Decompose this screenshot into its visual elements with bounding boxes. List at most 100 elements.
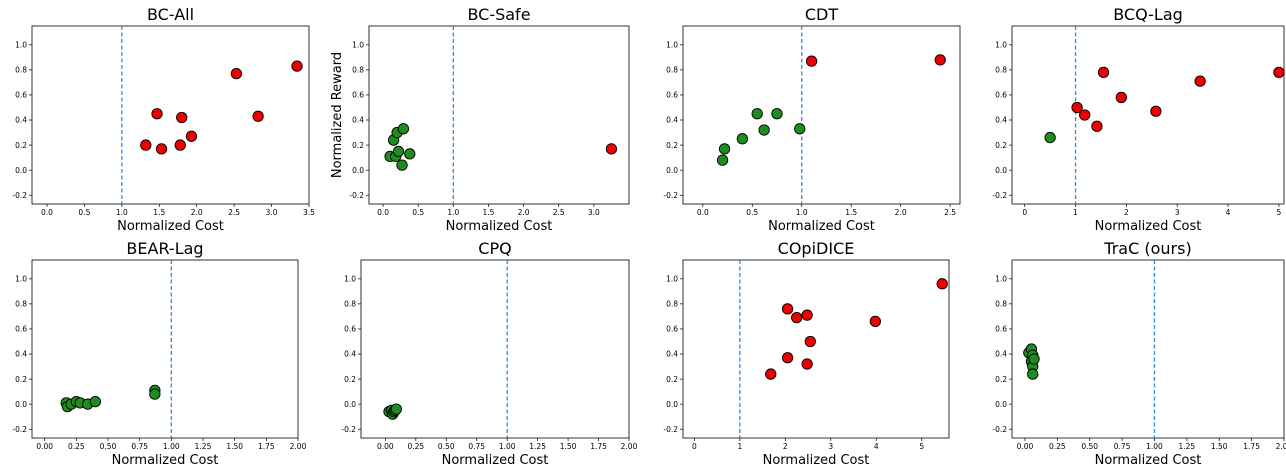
- y-tick-label: 0.0: [344, 400, 356, 409]
- y-tick-label: 0.2: [995, 375, 1007, 384]
- unsafe-point: [1115, 91, 1127, 104]
- x-tick-label: 3: [1175, 208, 1180, 217]
- x-tick-label: 1.5: [845, 208, 857, 217]
- y-tick-label: 0.4: [15, 116, 27, 125]
- unsafe-point: [804, 335, 816, 348]
- x-tick-label: 0.50: [438, 442, 455, 451]
- y-tick-label: -0.2: [992, 191, 1007, 200]
- x-tick-label: 0.25: [1049, 442, 1066, 451]
- panel-title: TraC (ours): [1103, 239, 1191, 258]
- panel-bear-lag: 0.00 0.25 0.50 0.75 1.00 1.25 1.50 1.75 2.00 -0.2…: [12, 239, 306, 464]
- unsafe-point: [605, 143, 618, 155]
- y-tick-label: 1.0: [344, 275, 356, 284]
- y-tick-label: 1.0: [352, 41, 364, 50]
- panel-title: CPQ: [478, 239, 511, 258]
- unsafe-point: [801, 309, 813, 321]
- unsafe-point: [781, 303, 794, 315]
- x-tick-label: 1.75: [258, 442, 275, 451]
- x-tick-label: 1.25: [1179, 442, 1196, 451]
- unsafe-point: [1150, 105, 1162, 117]
- panel-title: BC-Safe: [467, 5, 530, 24]
- y-tick-label: 0.0: [666, 400, 678, 409]
- x-tick-label: 0: [1022, 208, 1027, 217]
- safe-point: [1044, 131, 1056, 144]
- x-tick-label: 1.5: [153, 208, 165, 217]
- x-axis-label: Normalized Cost: [763, 453, 870, 464]
- x-tick-label: 2.0: [518, 208, 530, 217]
- unsafe-point: [155, 143, 168, 155]
- x-tick-label: 2.0: [191, 208, 203, 217]
- x-tick-label: 2.00: [290, 442, 307, 451]
- panel-title: CDT: [805, 5, 838, 24]
- x-tick-label: 1.0: [447, 208, 459, 217]
- y-tick-label: -0.2: [349, 191, 364, 200]
- x-tick-label: 1.25: [195, 442, 212, 451]
- x-axis-label: Normalized Cost: [117, 219, 224, 234]
- y-tick-label: 0.8: [995, 66, 1007, 75]
- x-tick-label: 0.00: [1017, 442, 1034, 451]
- x-axis-label: Normalized Cost: [112, 453, 219, 464]
- x-tick-label: 5: [919, 442, 924, 451]
- y-tick-label: 1.0: [15, 41, 27, 50]
- y-tick-label: 0.8: [352, 66, 364, 75]
- safe-point: [794, 123, 806, 135]
- y-tick-label: 0.2: [352, 141, 364, 150]
- x-tick-label: 0.0: [697, 208, 709, 217]
- y-tick-label: -0.2: [12, 425, 27, 434]
- x-tick-label: 1.00: [163, 442, 180, 451]
- unsafe-point: [1194, 75, 1206, 87]
- panel-cdt: 0.0 0.5 1.0 1.5 2.0 2.5 -0.2 0.0 0.2 0.4 0.6 0.8 1.0…: [663, 5, 961, 234]
- x-tick-label: 0.00: [377, 442, 394, 451]
- y-tick-label: 0.2: [995, 141, 1007, 150]
- axes-frame: [31, 25, 310, 205]
- x-tick-label: 2: [1124, 208, 1129, 217]
- safe-point: [736, 133, 749, 145]
- unsafe-point: [936, 278, 948, 290]
- x-tick-label: 1.50: [1211, 442, 1228, 451]
- x-tick-label: 0.50: [1081, 442, 1098, 451]
- x-tick-label: 0.50: [100, 442, 117, 451]
- safe-point: [718, 143, 731, 155]
- axes-frame: [368, 25, 630, 205]
- x-tick-label: 1.75: [1243, 442, 1260, 451]
- x-tick-label: 0.0: [377, 208, 389, 217]
- y-tick-label: 0.0: [666, 166, 678, 175]
- x-tick-label: 1.0: [116, 208, 128, 217]
- panel-bc-all: 0.0 0.5 1.0 1.5 2.0 2.5 3.0 3.5 -0.2 0.0 0.2 0.4 0.6…: [12, 5, 315, 234]
- y-tick-label: 0.8: [344, 300, 356, 309]
- y-tick-label: 0.6: [666, 325, 678, 334]
- y-tick-label: 0.2: [344, 375, 356, 384]
- y-tick-label: 0.6: [995, 91, 1007, 100]
- y-tick-label: 0.4: [344, 350, 356, 359]
- y-tick-label: 0.4: [666, 350, 678, 359]
- x-tick-label: 4: [874, 442, 879, 451]
- unsafe-point: [185, 130, 198, 142]
- safe-point: [751, 108, 763, 120]
- y-tick-label: 1.0: [15, 275, 27, 284]
- axes-frame: [360, 259, 630, 439]
- y-tick-label: 0.4: [666, 116, 678, 125]
- safe-point: [390, 403, 402, 415]
- x-tick-label: 1.50: [560, 442, 577, 451]
- y-tick-label: 0.2: [15, 375, 27, 384]
- unsafe-point: [934, 54, 946, 66]
- y-tick-label: 0.4: [995, 116, 1007, 125]
- x-tick-label: 2: [783, 442, 788, 451]
- unsafe-point: [1091, 120, 1103, 132]
- y-tick-label: 0.6: [15, 325, 27, 334]
- y-tick-label: 1.0: [666, 275, 678, 284]
- y-tick-label: 0.2: [15, 141, 27, 150]
- x-tick-label: 1.0: [796, 208, 808, 217]
- x-tick-label: 0.25: [407, 442, 424, 451]
- y-tick-label: 0.8: [15, 66, 27, 75]
- y-tick-label: 0.8: [666, 66, 678, 75]
- safe-point: [149, 388, 161, 400]
- unsafe-point: [230, 67, 243, 80]
- x-tick-label: 0.25: [68, 442, 85, 451]
- safe-point: [716, 154, 729, 166]
- unsafe-point: [151, 108, 163, 120]
- y-tick-label: 0.8: [15, 300, 27, 309]
- y-tick-label: 0.6: [344, 325, 356, 334]
- axes-frame: [1011, 259, 1285, 439]
- unsafe-point: [291, 60, 303, 72]
